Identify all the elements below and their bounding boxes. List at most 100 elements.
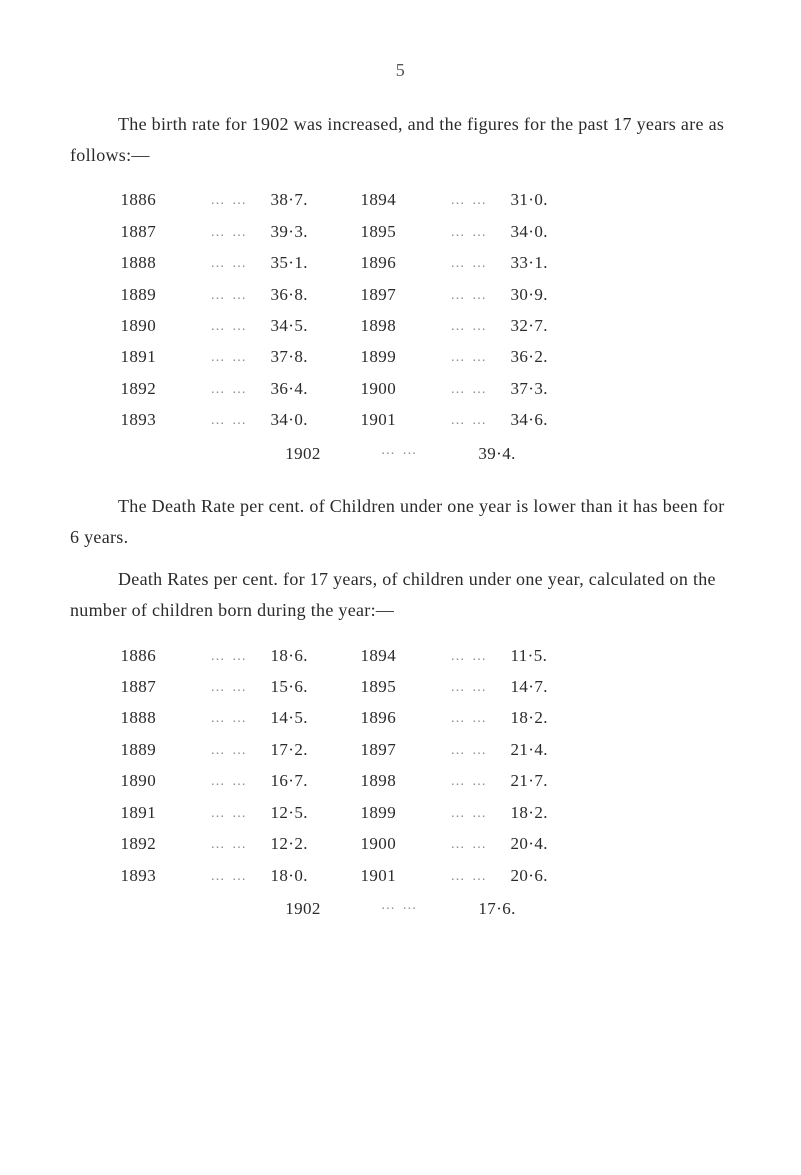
value-right: 30·9.	[511, 279, 601, 310]
dots-icon: … …	[211, 860, 271, 891]
dots-icon: … …	[211, 828, 271, 859]
dots-icon: … …	[211, 279, 271, 310]
value-left: 12·2.	[271, 828, 361, 859]
value-right: 20·4.	[511, 828, 601, 859]
dots-icon: … …	[211, 247, 271, 278]
year-left: 1887	[121, 671, 211, 702]
year-left: 1890	[121, 310, 211, 341]
dots-icon: … …	[211, 765, 271, 796]
dots-icon: … …	[451, 765, 511, 796]
birth-rate-table: 1886… …38·7.1894… …31·0.1887… …39·3.1895…	[121, 184, 681, 469]
year-right: 1896	[361, 702, 451, 733]
dots-icon: … …	[381, 893, 419, 924]
dots-icon: … …	[211, 797, 271, 828]
dots-icon: … …	[451, 671, 511, 702]
dots-icon: … …	[211, 184, 271, 215]
dots-icon: … …	[451, 860, 511, 891]
value-right: 20·6.	[511, 860, 601, 891]
value-right: 21·7.	[511, 765, 601, 796]
birth-rate-intro: The birth rate for 1902 was increased, a…	[70, 109, 731, 170]
year-right: 1898	[361, 310, 451, 341]
year-left: 1891	[121, 341, 211, 372]
value-right: 18·2.	[511, 797, 601, 828]
dots-icon: … …	[381, 438, 419, 469]
value-right: 37·3.	[511, 373, 601, 404]
value-right: 34·0.	[511, 216, 601, 247]
value-left: 17·2.	[271, 734, 361, 765]
dots-icon: … …	[211, 671, 271, 702]
dots-icon: … …	[211, 404, 271, 435]
table-final-row: 1902… …17·6.	[121, 893, 681, 924]
value-left: 18·6.	[271, 640, 361, 671]
year-right: 1895	[361, 216, 451, 247]
table-row: 1888… …35·1.1896… …33·1.	[121, 247, 681, 278]
value-left: 36·4.	[271, 373, 361, 404]
year-left: 1888	[121, 702, 211, 733]
dots-icon: … …	[451, 828, 511, 859]
year-right: 1899	[361, 797, 451, 828]
year-left: 1886	[121, 640, 211, 671]
value-right: 18·2.	[511, 702, 601, 733]
table-row: 1887… …39·3.1895… …34·0.	[121, 216, 681, 247]
dots-icon: … …	[451, 734, 511, 765]
year-left: 1893	[121, 404, 211, 435]
year-left: 1892	[121, 373, 211, 404]
table-row: 1888… …14·5.1896… …18·2.	[121, 702, 681, 733]
year-right: 1898	[361, 765, 451, 796]
year-left: 1886	[121, 184, 211, 215]
table-row: 1890… …34·5.1898… …32·7.	[121, 310, 681, 341]
table-row: 1887… …15·6.1895… …14·7.	[121, 671, 681, 702]
dots-icon: … …	[211, 373, 271, 404]
table-final-row: 1902… …39·4.	[121, 438, 681, 469]
death-rate-intro: Death Rates per cent. for 17 years, of c…	[70, 564, 731, 625]
table-row: 1892… …36·4.1900… …37·3.	[121, 373, 681, 404]
table-row: 1891… …37·8.1899… …36·2.	[121, 341, 681, 372]
table-row: 1886… …18·6.1894… …11·5.	[121, 640, 681, 671]
year-left: 1892	[121, 828, 211, 859]
page: 5 The birth rate for 1902 was increased,…	[0, 0, 801, 1175]
page-number: 5	[70, 60, 731, 81]
dots-icon: … …	[451, 341, 511, 372]
value-right: 14·7.	[511, 671, 601, 702]
year-right: 1894	[361, 640, 451, 671]
year-right: 1900	[361, 373, 451, 404]
year-left: 1893	[121, 860, 211, 891]
value-right: 21·4.	[511, 734, 601, 765]
value-left: 39·3.	[271, 216, 361, 247]
table-row: 1891… …12·5.1899… …18·2.	[121, 797, 681, 828]
dots-icon: … …	[451, 310, 511, 341]
dots-icon: … …	[211, 702, 271, 733]
year-right: 1900	[361, 828, 451, 859]
year-right: 1901	[361, 404, 451, 435]
value-right: 31·0.	[511, 184, 601, 215]
value-right: 32·7.	[511, 310, 601, 341]
value-left: 12·5.	[271, 797, 361, 828]
value-left: 35·1.	[271, 247, 361, 278]
year-left: 1890	[121, 765, 211, 796]
value-right: 11·5.	[511, 640, 601, 671]
value-right: 36·2.	[511, 341, 601, 372]
value-left: 18·0.	[271, 860, 361, 891]
value-left: 34·5.	[271, 310, 361, 341]
value-left: 16·7.	[271, 765, 361, 796]
dots-icon: … …	[451, 702, 511, 733]
value-left: 34·0.	[271, 404, 361, 435]
death-rate-note: The Death Rate per cent. of Children und…	[70, 491, 731, 552]
year-left: 1888	[121, 247, 211, 278]
table-row: 1889… …17·2.1897… …21·4.	[121, 734, 681, 765]
dots-icon: … …	[211, 341, 271, 372]
year-left: 1889	[121, 279, 211, 310]
dots-icon: … …	[211, 734, 271, 765]
table-row: 1892… …12·2.1900… …20·4.	[121, 828, 681, 859]
final-year: 1902	[285, 438, 321, 469]
value-left: 38·7.	[271, 184, 361, 215]
dots-icon: … …	[451, 279, 511, 310]
dots-icon: … …	[451, 216, 511, 247]
value-left: 37·8.	[271, 341, 361, 372]
dots-icon: … …	[451, 404, 511, 435]
dots-icon: … …	[451, 640, 511, 671]
dots-icon: … …	[211, 216, 271, 247]
table-row: 1893… …18·0.1901… …20·6.	[121, 860, 681, 891]
table-row: 1889… …36·8.1897… …30·9.	[121, 279, 681, 310]
year-right: 1897	[361, 279, 451, 310]
